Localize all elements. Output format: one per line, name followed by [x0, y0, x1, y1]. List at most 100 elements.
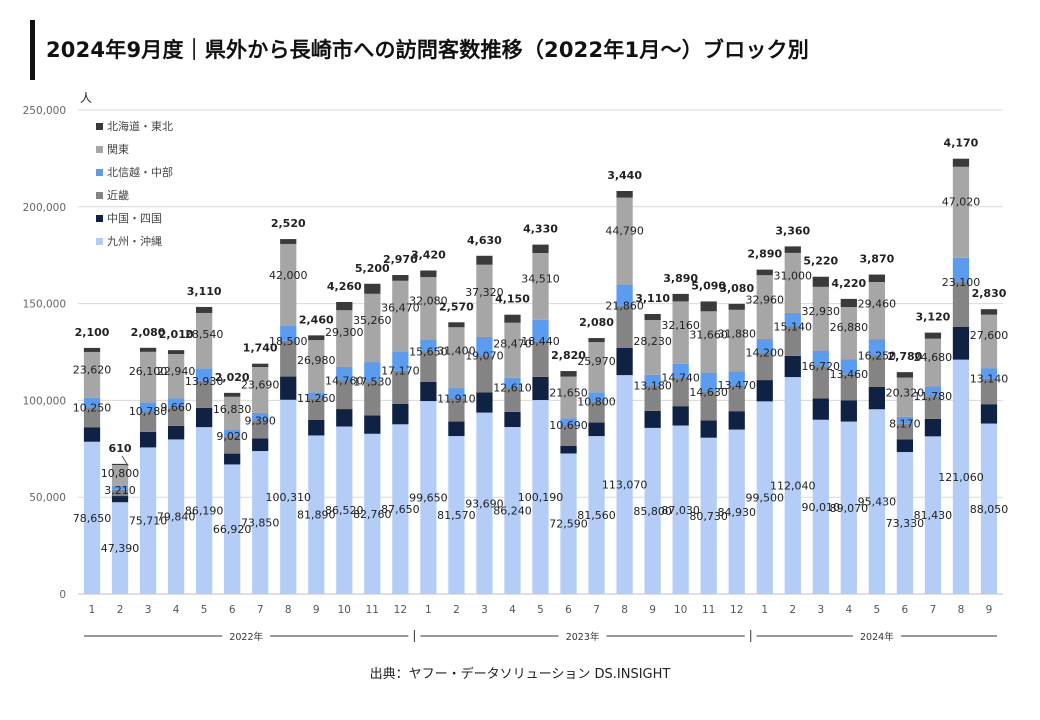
- data-label-kinki: 12,610: [493, 382, 532, 395]
- data-label-kinki: 13,470: [717, 379, 756, 392]
- bar-segment: [588, 392, 605, 402]
- data-label-kanto: 22,940: [157, 365, 196, 378]
- bar-segment: [392, 351, 409, 371]
- data-label-kanto: 32,960: [745, 293, 784, 306]
- data-label-tohoku: 2,830: [972, 287, 1007, 300]
- data-label-kanto: 32,080: [409, 295, 448, 308]
- legend-swatch: [96, 215, 103, 222]
- bar-segment: [812, 286, 829, 351]
- bar-segment: [756, 275, 773, 340]
- data-label-kyushu: 100,190: [518, 491, 564, 504]
- x-tick-label: 5: [201, 604, 208, 616]
- data-label-kanto: 26,880: [830, 321, 869, 334]
- data-label-tohoku: 2,820: [551, 349, 586, 362]
- legend-swatch: [96, 146, 103, 153]
- data-label-kyushu: 75,710: [129, 515, 168, 528]
- y-tick-label: 0: [59, 589, 66, 601]
- bar-segment: [560, 418, 577, 426]
- data-label-kanto: 31,880: [717, 327, 756, 340]
- data-label-tohoku: 1,740: [243, 342, 278, 355]
- x-tick-label: 9: [986, 604, 993, 616]
- data-label-tohoku: 3,890: [663, 272, 698, 285]
- x-tick-label: 8: [285, 604, 292, 616]
- bar-segment: [980, 368, 998, 379]
- bar-segment: [476, 412, 493, 594]
- x-tick-label: 8: [958, 604, 965, 616]
- bar-segment: [392, 280, 409, 352]
- data-label-kyushu: 82,760: [353, 508, 392, 521]
- bar-segment: [700, 420, 717, 438]
- bar-segment: [196, 427, 213, 594]
- bar-segment: [364, 415, 381, 434]
- bar-segment: [308, 335, 325, 341]
- bar-segment: [644, 320, 661, 375]
- data-label-kyushu: 121,060: [938, 471, 984, 484]
- bar-segment: [588, 338, 605, 343]
- bar-segment: [672, 377, 689, 407]
- bar-segment: [364, 362, 381, 382]
- data-label-kanto: 34,510: [521, 272, 560, 285]
- data-label-kyushu: 113,070: [602, 479, 648, 492]
- bar-segment: [139, 351, 157, 403]
- bar-segment: [980, 404, 998, 424]
- data-label-kyushu: 99,650: [409, 492, 448, 505]
- bar-segment: [83, 347, 101, 352]
- legend-label: 北海道・東北: [107, 119, 173, 133]
- data-label-kinki: 18,440: [521, 335, 560, 348]
- bar-segment: [728, 429, 745, 594]
- x-tick-label: 2: [453, 604, 460, 616]
- bar-segment: [224, 392, 241, 397]
- bar-segment: [167, 398, 185, 408]
- bar-segment: [980, 378, 998, 405]
- data-label-kanto: 29,300: [325, 326, 364, 339]
- bar-segment: [896, 377, 914, 417]
- bar-segment: [896, 416, 914, 424]
- bar-segment: [336, 426, 353, 594]
- data-label-kyushu: 99,500: [745, 492, 784, 505]
- bar-segment: [532, 319, 549, 342]
- x-tick-label: 10: [338, 604, 351, 616]
- bar-segment: [812, 350, 829, 367]
- data-label-kanto: 28,230: [633, 335, 672, 348]
- data-label-kanto: 20,320: [886, 386, 925, 399]
- bar-segment: [532, 341, 549, 377]
- bar-segment: [448, 421, 465, 437]
- bar-segment: [364, 283, 381, 294]
- bar-segment: [364, 293, 381, 363]
- data-label-kanto: 27,600: [970, 329, 1009, 342]
- data-label-tohoku: 2,460: [299, 313, 334, 326]
- bar-segment: [672, 363, 689, 378]
- data-label-kinki: 18,500: [269, 335, 308, 348]
- bar-segment: [896, 423, 914, 440]
- data-label-kanto: 26,980: [297, 354, 336, 367]
- bar-segment: [868, 355, 885, 387]
- bar-segment: [308, 392, 325, 399]
- data-label-kanto: 26,100: [129, 365, 168, 378]
- y-tick-label: 250,000: [23, 105, 66, 117]
- data-label-tohoku: 3,120: [916, 311, 951, 324]
- data-label-tohoku: 3,870: [859, 253, 894, 266]
- data-label-tohoku: 2,570: [439, 300, 474, 313]
- bar-segment: [252, 438, 269, 452]
- bar-segment: [924, 418, 942, 437]
- data-label-tohoku: 2,970: [383, 253, 418, 266]
- bar-segment: [280, 325, 297, 341]
- bar-segment: [728, 411, 745, 430]
- data-label-kinki: 9,390: [244, 414, 276, 427]
- data-label-kinki: 16,720: [802, 360, 841, 373]
- bar-segment: [196, 368, 213, 381]
- bar-segment: [924, 396, 942, 419]
- bar-segment: [111, 489, 129, 497]
- bar-segment: [139, 411, 157, 432]
- data-label-kanto: 31,000: [774, 270, 813, 283]
- data-label-kinki: 3,210: [104, 484, 136, 497]
- bar-segment: [476, 355, 493, 393]
- data-label-kinki: 14,740: [661, 372, 700, 385]
- bar-segment: [196, 306, 213, 313]
- bar-segment: [784, 312, 801, 327]
- bar-segment: [756, 352, 773, 381]
- data-label-kanto: 16,830: [213, 403, 252, 416]
- data-label-kyushu: 72,590: [549, 518, 588, 531]
- data-label-kyushu: 79,840: [157, 511, 196, 524]
- data-label-tohoku: 4,150: [495, 293, 530, 306]
